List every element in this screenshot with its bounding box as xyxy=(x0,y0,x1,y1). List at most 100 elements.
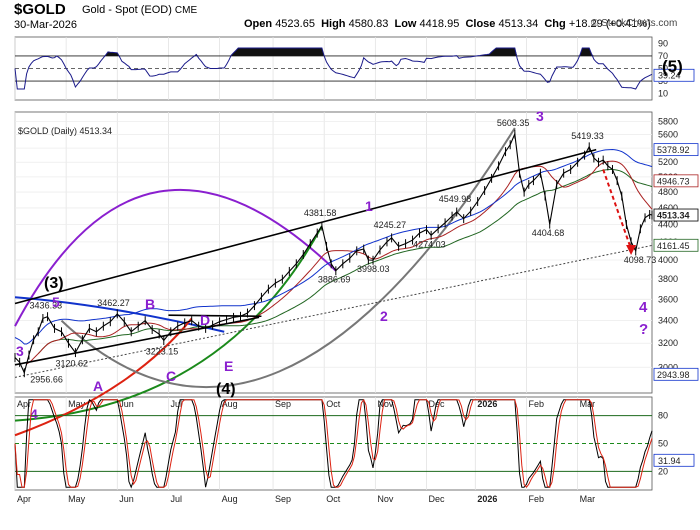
right-price-label: 4161.45 xyxy=(657,241,690,251)
price-annotation: 4274.03 xyxy=(413,239,446,249)
x-tick-label: 2026 xyxy=(477,399,497,409)
stoch-x-tick-label: Jul xyxy=(170,494,182,504)
wave-label-A: A xyxy=(93,378,103,394)
stoch-last-value-box xyxy=(653,453,695,467)
price-panel-frame xyxy=(14,111,653,394)
wave-label-?: ? xyxy=(639,321,648,338)
projection-arrow-head xyxy=(626,245,637,256)
open-label: Open xyxy=(244,18,273,30)
stoch-x-tick-label: Apr xyxy=(17,494,31,504)
price-y-tick-label: 3800 xyxy=(658,274,678,284)
price-annotation: 4245.27 xyxy=(374,220,407,230)
x-tick-label: Nov xyxy=(377,399,394,409)
exchange-label: CME xyxy=(174,5,198,16)
price-line xyxy=(14,131,653,375)
price-annotation: 4549.98 xyxy=(439,194,472,204)
stoch-x-tick-label: Oct xyxy=(326,494,341,504)
upper-band-line xyxy=(14,148,653,345)
gray-cycle-arc xyxy=(60,127,516,389)
price-annotation: 3223.15 xyxy=(146,347,179,357)
right-price-label-box xyxy=(653,174,699,188)
right-price-label: 4513.34 xyxy=(657,211,690,221)
x-tick-label: Jul xyxy=(170,399,182,409)
wave-label-D: D xyxy=(200,312,210,328)
stoch-k-line xyxy=(14,398,653,489)
x-tick-label: Aug xyxy=(222,399,238,409)
rsi-overbought-fill xyxy=(15,48,652,56)
triangle-top-line xyxy=(168,314,262,318)
price-annotation: 3120.62 xyxy=(55,359,88,369)
wave-label-2: 2 xyxy=(380,308,388,324)
wave-label-5: 5 xyxy=(52,294,60,310)
low-value: 4418.95 xyxy=(419,18,460,30)
ma50-line xyxy=(37,169,653,355)
long-term-dotted-line xyxy=(14,244,653,378)
rsi-line xyxy=(14,47,653,90)
right-price-label: 2943.98 xyxy=(657,370,690,380)
price-y-tick-label: 3200 xyxy=(658,338,678,348)
price-annotation: 5608.35 xyxy=(497,118,530,128)
instrument-name: Gold - Spot (EOD) xyxy=(82,4,172,16)
price-annotation: 3998.03 xyxy=(357,264,390,274)
price-y-tick-label: 3400 xyxy=(658,316,678,326)
wave-label-3: 3 xyxy=(16,343,24,359)
red-cycle-arc xyxy=(14,317,193,437)
right-price-label-box xyxy=(653,208,699,222)
x-tick-label: May xyxy=(68,399,86,409)
wave-label-3: 3 xyxy=(536,108,544,124)
price-y-tick-label: 3000 xyxy=(658,362,678,372)
stoch-x-tick-label: Aug xyxy=(222,494,238,504)
price-y-tick-label: 4600 xyxy=(658,203,678,213)
price-annotation: 2956.66 xyxy=(30,375,63,385)
wave-label-E: E xyxy=(224,358,233,374)
x-tick-label: Jun xyxy=(119,399,134,409)
high-value: 4580.83 xyxy=(348,18,389,30)
rsi-y-tick-label: 10 xyxy=(658,89,668,99)
stockcharts-watermark: © StockCharts.com xyxy=(591,18,678,29)
price-y-tick-label: 4000 xyxy=(658,255,678,265)
price-annotation: 5419.33 xyxy=(571,131,604,141)
wave-label-4: 4 xyxy=(639,299,648,316)
right-price-label: 4946.73 xyxy=(657,176,690,186)
wave-label-C: C xyxy=(166,368,176,384)
wave-label-p4p: (4) xyxy=(216,381,236,398)
projection-arrow xyxy=(602,169,633,250)
lower-trendline xyxy=(14,316,260,366)
change-value: +18.29 (+0.41%) xyxy=(568,18,651,30)
x-tick-label: Sep xyxy=(275,399,291,409)
price-annotation: 4404.68 xyxy=(532,228,565,238)
price-y-tick-label: 3600 xyxy=(658,294,678,304)
right-price-label-box xyxy=(653,238,699,252)
close-value: 4513.34 xyxy=(498,18,539,30)
rsi-last-value: 39.24 xyxy=(658,70,681,80)
price-legend: $GOLD (Daily) 4513.34 xyxy=(18,126,112,136)
price-annotation: 3436.33 xyxy=(30,301,63,311)
x-tick-label: Feb xyxy=(528,399,544,409)
green-cycle-arc xyxy=(14,225,323,422)
stoch-y-tick-label: 20 xyxy=(658,466,668,476)
stoch-y-tick-label: 50 xyxy=(658,439,668,449)
ohlc-readout: Open 4523.65 High 4580.83 Low 4418.95 Cl… xyxy=(244,18,651,30)
low-label: Low xyxy=(394,18,417,30)
price-y-tick-label: 5600 xyxy=(658,130,678,140)
price-y-tick-label: 4400 xyxy=(658,220,678,230)
rsi-last-value-box xyxy=(653,68,695,82)
price-annotation: 4098.73 xyxy=(624,255,657,265)
stoch-x-tick-label: Dec xyxy=(428,494,445,504)
stoch-x-tick-label: 2026 xyxy=(477,494,497,504)
stoch-x-tick-label: Mar xyxy=(580,494,596,504)
rsi-y-tick-label: 70 xyxy=(658,51,668,61)
high-label: High xyxy=(321,18,346,30)
stoch-x-tick-label: Nov xyxy=(377,494,394,504)
chart-instrument-name: Gold - Spot (EOD) CME xyxy=(82,4,197,16)
change-label: Chg xyxy=(544,18,566,30)
stoch-x-tick-label: Feb xyxy=(528,494,544,504)
rsi-y-tick-label: 50 xyxy=(658,64,668,74)
price-y-tick-label: 5200 xyxy=(658,157,678,167)
price-y-tick-label: 5800 xyxy=(658,117,678,127)
price-annotation: 3462.27 xyxy=(97,298,130,308)
rsi-y-tick-label: 90 xyxy=(658,38,668,48)
right-price-label-box xyxy=(653,143,699,157)
stoch-y-tick-label: 80 xyxy=(658,411,668,421)
